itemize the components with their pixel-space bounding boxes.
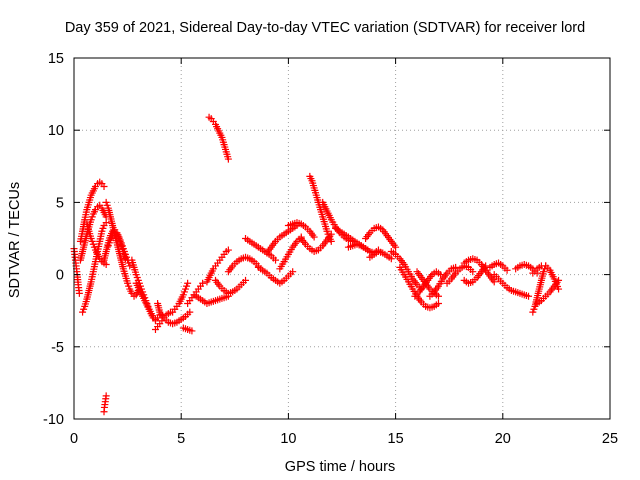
x-axis-label: GPS time / hours	[285, 459, 395, 475]
series-arc-15	[179, 324, 196, 335]
plot-frame	[73, 57, 611, 420]
data-point-plus	[490, 278, 498, 286]
data-point-plus	[555, 285, 563, 293]
series-arc-18	[203, 246, 232, 286]
data-point-plus	[310, 233, 318, 241]
data-point-plus	[482, 262, 490, 270]
series-arc-38	[413, 268, 442, 300]
data-points	[70, 113, 563, 416]
data-point-plus	[392, 243, 400, 251]
series-arc-39	[443, 262, 477, 287]
data-point-plus	[434, 299, 442, 307]
series-arc-13	[154, 299, 194, 328]
series-arc-23	[254, 263, 297, 287]
data-point-plus	[224, 246, 232, 254]
series-arc-28	[306, 172, 335, 245]
series-arc-21	[224, 253, 262, 276]
data-point-plus	[525, 292, 533, 300]
series-arc-26	[284, 219, 318, 241]
data-point-plus	[184, 279, 192, 287]
series-arc-04	[79, 219, 110, 316]
y-tick-label: 15	[48, 51, 64, 67]
y-tick-label: 0	[56, 268, 64, 284]
data-point-plus	[242, 276, 250, 284]
x-tick-label: 0	[70, 431, 78, 447]
data-point-plus	[327, 237, 335, 245]
series-arc-43	[490, 271, 533, 300]
data-point-plus	[100, 183, 108, 191]
y-axis-label: SDTVAR / TECUs	[7, 182, 23, 298]
y-tick-label: -5	[51, 340, 64, 356]
series-arc-32	[362, 223, 400, 251]
data-point-plus	[272, 256, 280, 264]
series-arc-35	[396, 263, 442, 312]
data-point-plus	[199, 279, 207, 287]
series-arc-22	[242, 235, 280, 264]
axis-ticks: 0 5 10 15 20 25 -10 -5 0 5 10 15	[43, 51, 618, 447]
series-arc-14	[169, 279, 192, 316]
data-point-plus	[121, 255, 129, 263]
data-point-plus	[503, 266, 511, 274]
chart-title: Day 359 of 2021, Sidereal Day-to-day VTE…	[65, 20, 585, 36]
data-point-plus	[289, 268, 297, 276]
data-point-plus	[188, 327, 196, 335]
grid-lines	[74, 58, 610, 419]
data-point-plus	[186, 308, 194, 316]
x-tick-label: 20	[495, 431, 511, 447]
x-tick-label: 15	[388, 431, 404, 447]
series-arc-05	[83, 220, 110, 268]
x-tick-label: 5	[177, 431, 185, 447]
series-arc-33	[366, 247, 395, 263]
series-arc-42	[486, 259, 511, 274]
series-arc-02	[76, 178, 108, 245]
data-point-plus	[102, 260, 110, 268]
data-point-plus	[434, 292, 442, 300]
series-arc-17	[190, 291, 232, 307]
series-arc-46	[529, 262, 563, 293]
data-point-plus	[555, 276, 563, 284]
series-arc-24	[263, 222, 301, 257]
series-arc-34	[387, 247, 425, 293]
x-tick-label: 10	[280, 431, 296, 447]
data-point-plus	[224, 155, 232, 163]
series-arc-20	[212, 276, 250, 297]
y-tick-label: -10	[43, 412, 64, 428]
data-point-plus	[75, 289, 83, 297]
data-point-plus	[469, 268, 477, 276]
series-arc-41	[460, 262, 490, 287]
y-tick-label: 5	[56, 195, 64, 211]
series-arc-47	[533, 276, 563, 307]
y-tick-label: 10	[48, 123, 64, 139]
data-point-plus	[387, 255, 395, 263]
series-arc-19	[205, 113, 232, 163]
series-arc-09	[100, 392, 110, 416]
series-arc-12	[151, 308, 174, 333]
data-point-plus	[102, 392, 110, 400]
x-tick-label: 25	[602, 431, 618, 447]
data-point-plus	[102, 219, 110, 227]
series-arc-08	[104, 229, 129, 263]
series-arc-37	[426, 263, 460, 300]
series-arc-11	[132, 279, 164, 323]
